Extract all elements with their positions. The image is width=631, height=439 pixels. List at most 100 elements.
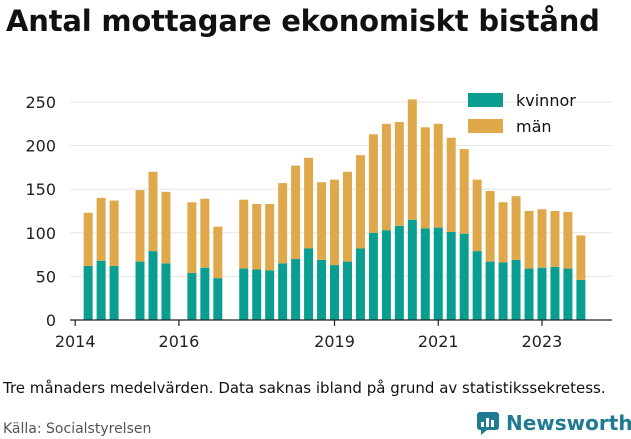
bar-kvinnor (368, 232, 378, 320)
x-tick-label: 2016 (159, 332, 200, 351)
bar-kvinnor (524, 268, 534, 320)
bar-man (368, 134, 378, 233)
legend-swatch-man (468, 119, 503, 133)
bar-kvinnor (485, 261, 495, 320)
bar-man (381, 123, 391, 231)
bar-kvinnor (265, 270, 275, 320)
bar-kvinnor (135, 261, 145, 320)
bar-kvinnor (213, 278, 223, 320)
bar-kvinnor (537, 267, 547, 320)
x-axis-tick-labels: 2014 2016 2019 2021 2023 (55, 332, 563, 351)
y-tick-label: 200 (25, 137, 56, 156)
bar-man (407, 99, 417, 220)
legend-swatch-kvinnor (468, 93, 503, 107)
bar-kvinnor (563, 268, 573, 320)
bar-kvinnor (394, 225, 404, 320)
bar-kvinnor (96, 260, 106, 320)
bar-kvinnor (278, 263, 288, 320)
bar-kvinnor (381, 230, 391, 320)
bar-man (330, 179, 340, 266)
bar-man (148, 171, 158, 252)
brand-name: Newsworthy (506, 411, 631, 435)
y-tick-label: 0 (46, 311, 56, 330)
bar-kvinnor (407, 219, 417, 320)
bar-man (200, 198, 210, 268)
bar-kvinnor (187, 272, 197, 320)
gridlines (70, 101, 612, 277)
bar-man (511, 196, 521, 260)
bar-man (420, 127, 430, 229)
bar-man (161, 191, 171, 264)
bar-man (187, 202, 197, 273)
legend-label-man: män (516, 116, 552, 136)
bar-kvinnor (550, 266, 560, 320)
bar-kvinnor (109, 265, 119, 320)
bar-man (550, 211, 560, 267)
legend-item-man: män (468, 113, 576, 139)
x-tick-label: 2021 (418, 332, 459, 351)
y-tick-label: 150 (25, 180, 56, 199)
bar-kvinnor (355, 248, 365, 320)
legend-label-kvinnor: kvinnor (516, 90, 576, 110)
bar-man (355, 155, 365, 249)
bar-man (265, 204, 275, 271)
bar-kvinnor (317, 259, 327, 320)
bar-man (498, 202, 508, 263)
bar-man (394, 122, 404, 226)
bar-kvinnor (459, 233, 469, 320)
bar-kvinnor (291, 258, 301, 320)
bar-kvinnor (472, 251, 482, 320)
chart-title: Antal mottagare ekonomiskt bistånd (6, 4, 600, 38)
source-label: Källa: Socialstyrelsen (3, 421, 152, 437)
y-tick-label: 250 (25, 93, 56, 112)
bars (83, 99, 586, 320)
bar-man (537, 209, 547, 268)
bar-man (485, 190, 495, 262)
bar-man (576, 235, 586, 280)
bar-kvinnor (330, 265, 340, 320)
legend-item-kvinnor: kvinnor (468, 87, 576, 113)
newsworthy-logo-icon (477, 412, 499, 435)
bar-kvinnor (239, 268, 249, 320)
bar-kvinnor (161, 263, 171, 320)
bar-kvinnor (446, 231, 456, 320)
bar-kvinnor (304, 248, 314, 320)
x-tick-label: 2014 (55, 332, 96, 351)
bar-man (109, 200, 119, 266)
bar-man (524, 211, 534, 269)
bar-man (83, 212, 93, 266)
bar-kvinnor (83, 265, 93, 320)
bar-kvinnor (200, 267, 210, 320)
newsworthy-brand[interactable]: Newsworthy (476, 408, 631, 438)
bar-man (239, 199, 249, 269)
bar-man (213, 226, 223, 279)
bar-man (135, 190, 145, 262)
x-tick-label: 2023 (522, 332, 563, 351)
bar-man (433, 123, 443, 228)
bar-man (563, 211, 573, 269)
bar-man (278, 183, 288, 264)
x-tick-label: 2019 (314, 332, 355, 351)
y-axis-tick-labels: 0 50 100 150 200 250 (25, 93, 56, 330)
bar-man (304, 157, 314, 249)
bar-man (472, 179, 482, 252)
bar-man (317, 182, 327, 260)
bar-man (446, 137, 456, 232)
bar-kvinnor (498, 262, 508, 320)
bar-kvinnor (252, 269, 262, 320)
bar-kvinnor (420, 228, 430, 320)
bar-man (96, 197, 106, 261)
bar-kvinnor (342, 261, 352, 320)
y-tick-label: 100 (25, 224, 56, 243)
bar-kvinnor (511, 259, 521, 320)
x-axis (70, 319, 612, 326)
bar-man (342, 171, 352, 262)
bar-kvinnor (148, 251, 158, 320)
legend: kvinnor män (468, 87, 576, 139)
bar-kvinnor (433, 227, 443, 320)
bar-man (252, 204, 262, 270)
bar-man (459, 149, 469, 234)
bar-man (291, 165, 301, 259)
chart-note: Tre månaders medelvärden. Data saknas ib… (3, 379, 606, 397)
